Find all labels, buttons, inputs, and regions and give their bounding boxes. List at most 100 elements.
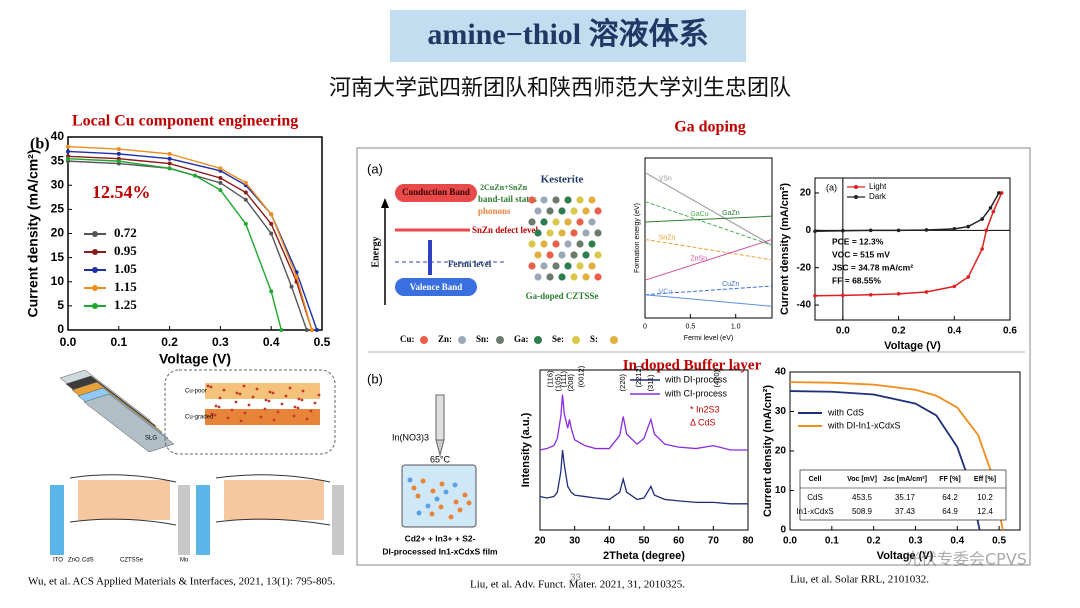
legend-marker — [92, 249, 98, 255]
legend-label: 1.05 — [114, 261, 137, 276]
particle — [452, 482, 458, 488]
atom — [570, 229, 578, 237]
data-point — [841, 293, 845, 298]
band-label: Valence Band — [410, 282, 462, 292]
title-box — [390, 10, 746, 62]
peak-label: (208) — [566, 373, 575, 391]
cu-dot — [222, 388, 226, 392]
y-tick-label: 10 — [51, 274, 65, 288]
cu-poor-bar — [205, 383, 320, 399]
peak-label: (220) — [618, 373, 627, 391]
peak-label: (111) — [559, 371, 568, 388]
x-tick-label: 30 — [569, 536, 581, 547]
legend-marker — [92, 285, 98, 291]
atom — [582, 273, 590, 281]
series-label: ZnSn — [690, 256, 707, 263]
cu-dot — [280, 402, 284, 406]
x-tick-label: 0.1 — [825, 536, 839, 547]
particle — [434, 496, 440, 502]
particle — [448, 514, 454, 520]
data-point — [243, 197, 248, 202]
x-tick-label: 0.5 — [314, 335, 331, 349]
schematic-label: Mo — [180, 558, 189, 564]
x-tick-label: 0.0 — [783, 536, 797, 547]
table-cell: CdS — [807, 493, 823, 502]
slide-subtitle: 河南大学武四新团队和陕西师范大学刘生忠团队 — [329, 76, 791, 101]
ito-region — [196, 485, 210, 555]
series-label: VCu — [659, 288, 673, 295]
atom — [552, 262, 560, 270]
peak-label: (420) — [712, 369, 721, 387]
atom — [546, 273, 554, 281]
legend-marker — [92, 267, 98, 273]
cu-dot — [226, 416, 230, 420]
data-point — [116, 147, 121, 152]
element-swatch — [496, 336, 504, 344]
particle — [407, 477, 413, 483]
data-point — [952, 284, 957, 289]
schematic-label: In(NO3)3 — [392, 432, 429, 442]
particle — [457, 507, 463, 513]
y-tick-label: 30 — [51, 177, 65, 191]
page-number: 33 — [570, 573, 582, 584]
data-point — [243, 190, 248, 195]
atom — [558, 207, 566, 215]
data-point — [279, 328, 284, 332]
absorber-region — [78, 480, 170, 520]
cu-graded-bar — [205, 409, 320, 425]
section-heading: Ga doping — [674, 119, 746, 136]
cu-dot — [301, 389, 305, 393]
cu-dot — [284, 394, 288, 398]
element-swatch — [420, 336, 428, 344]
pipette-tip — [435, 439, 445, 457]
table-header: Jsc [mA/cm²] — [883, 476, 927, 483]
cu-dot — [317, 393, 321, 397]
band-edge — [69, 518, 177, 526]
element-label: Ga: — [514, 334, 529, 344]
atom — [540, 262, 548, 270]
atom — [528, 262, 536, 270]
panel-label: (b) — [367, 371, 383, 386]
data-point — [294, 274, 299, 279]
x-tick-label: 0.6 — [1003, 326, 1017, 337]
y-tick-label: 10 — [775, 485, 787, 496]
particle — [462, 492, 468, 498]
atom — [546, 207, 554, 215]
x-tick-label: 0.2 — [892, 326, 906, 337]
atom — [552, 196, 560, 204]
x-tick-label: 0.0 — [836, 326, 850, 337]
x-tick-label: 0.2 — [867, 536, 881, 547]
particle — [425, 503, 431, 509]
x-tick-label: 0.5 — [992, 536, 1006, 547]
atom — [564, 218, 572, 226]
data-point — [991, 209, 996, 214]
cu-dot — [214, 404, 218, 408]
table-cell: 64.2 — [942, 493, 958, 502]
atom — [564, 262, 572, 270]
x-tick-label: 0.3 — [212, 335, 229, 349]
axis-label: Energy — [370, 236, 381, 267]
legend-label: 0.95 — [114, 243, 137, 258]
series-label: GaZn — [722, 210, 740, 217]
data-point — [980, 247, 984, 251]
parameter-text: PCE = 12.3% — [832, 236, 884, 246]
table-cell: 508.9 — [852, 507, 873, 516]
peak-label: (2212) — [634, 365, 643, 387]
series-line — [539, 394, 748, 451]
data-point — [218, 176, 223, 181]
y-tick-label: 35 — [51, 153, 65, 167]
cu-dot — [313, 401, 317, 405]
data-point — [952, 227, 957, 231]
cu-dot — [206, 384, 210, 388]
x-tick-label: 0.1 — [110, 335, 127, 349]
data-point — [868, 292, 873, 297]
arrow-head — [381, 198, 389, 208]
data-point — [980, 217, 984, 221]
data-point — [896, 228, 901, 233]
data-point — [269, 212, 274, 217]
x-axis-label: Fermi level (eV) — [684, 335, 733, 342]
data-point — [218, 180, 223, 185]
legend-label: Dark — [869, 192, 887, 201]
data-point — [304, 328, 309, 332]
